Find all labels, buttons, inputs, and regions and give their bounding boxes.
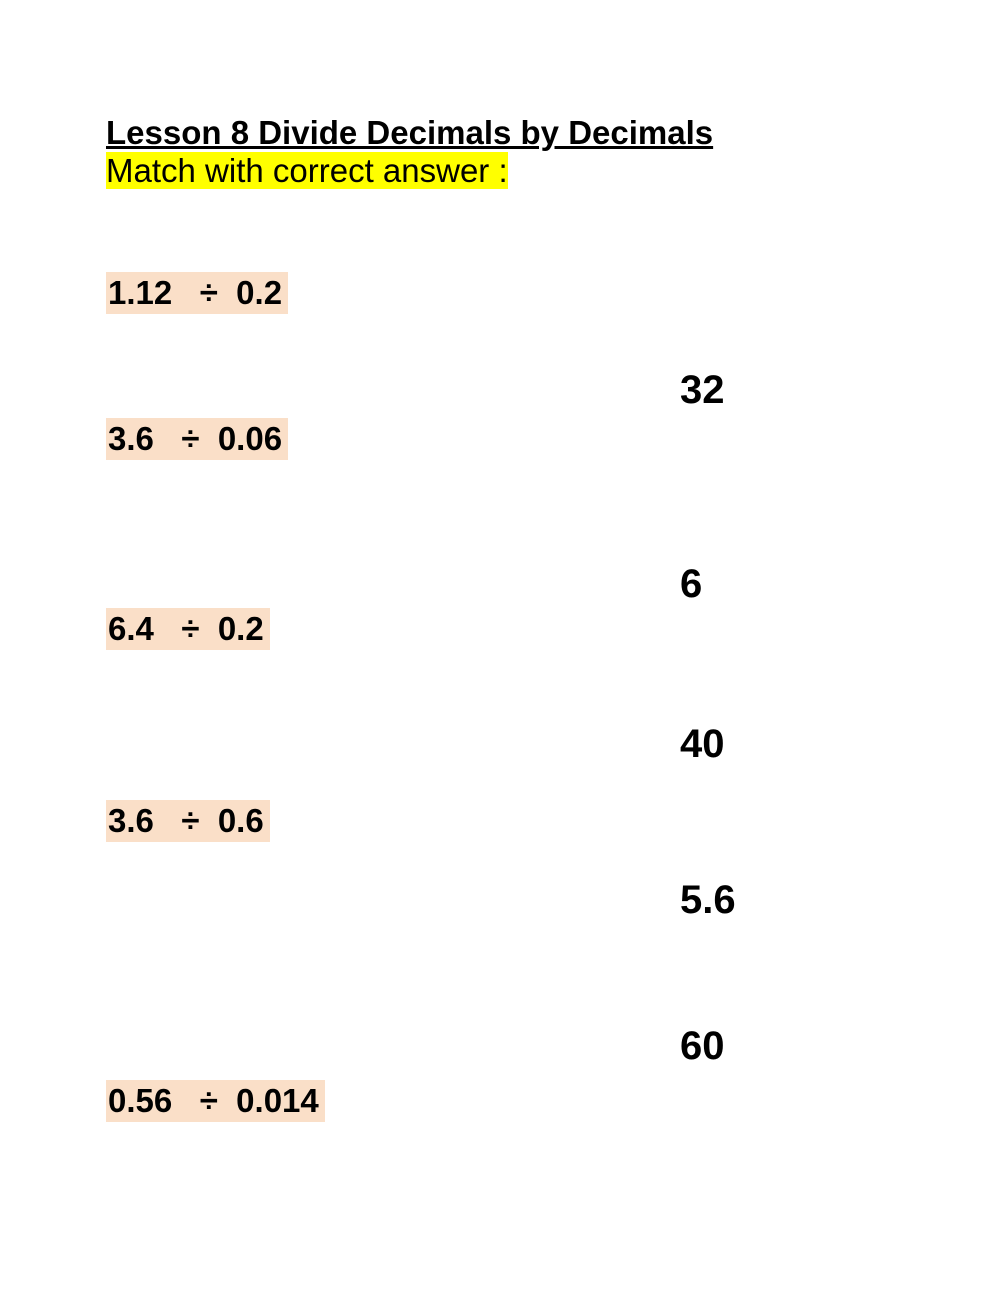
answer-option-1[interactable]: 32	[680, 368, 725, 413]
problem-5[interactable]: 0.56 ÷ 0.014	[106, 1080, 325, 1122]
page-title: Lesson 8 Divide Decimals by Decimals	[106, 114, 713, 152]
instruction-highlight: Match with correct answer :	[106, 152, 508, 189]
answer-option-5[interactable]: 60	[680, 1024, 725, 1069]
problem-1[interactable]: 1.12 ÷ 0.2	[106, 272, 288, 314]
answer-option-4[interactable]: 5.6	[680, 878, 736, 923]
problem-3[interactable]: 6.4 ÷ 0.2	[106, 608, 270, 650]
instruction-text: Match with correct answer :	[106, 152, 508, 190]
answer-option-2[interactable]: 6	[680, 562, 702, 607]
worksheet-page: Lesson 8 Divide Decimals by Decimals Mat…	[0, 0, 1000, 1291]
problem-4[interactable]: 3.6 ÷ 0.6	[106, 800, 270, 842]
problem-2[interactable]: 3.6 ÷ 0.06	[106, 418, 288, 460]
answer-option-3[interactable]: 40	[680, 722, 725, 767]
